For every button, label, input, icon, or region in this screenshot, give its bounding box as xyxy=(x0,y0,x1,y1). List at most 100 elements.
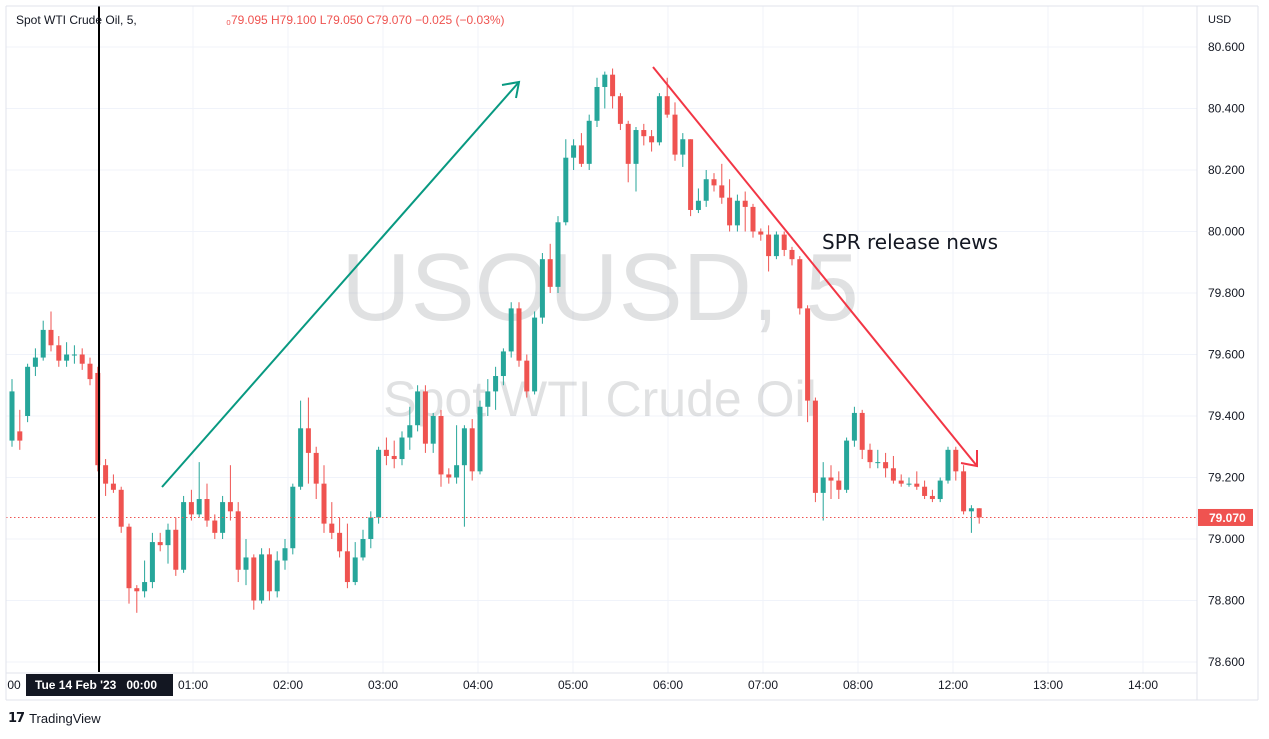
candle-body xyxy=(500,351,506,377)
candle xyxy=(578,133,584,167)
candle-body xyxy=(781,234,787,250)
candle-body xyxy=(937,480,943,500)
tradingview-attribution[interactable]: 17 TradingView xyxy=(8,711,101,726)
candle-body xyxy=(64,354,70,361)
crosshair-time-badge xyxy=(26,674,173,696)
candle-body xyxy=(305,428,311,453)
candle xyxy=(407,406,413,450)
candle-body xyxy=(477,406,483,472)
candle-body xyxy=(633,130,639,164)
candle-body xyxy=(9,391,15,441)
candle xyxy=(430,412,436,453)
candle-body xyxy=(290,486,296,549)
candle-body xyxy=(17,431,23,441)
candle-body xyxy=(56,345,62,361)
candle xyxy=(773,231,779,260)
candle xyxy=(313,446,319,500)
time-tick-label: 05:00 xyxy=(558,678,588,692)
candle xyxy=(56,336,62,367)
candle-body xyxy=(945,449,951,481)
candle xyxy=(469,419,475,481)
candle xyxy=(734,194,740,232)
candle xyxy=(204,483,210,527)
candle xyxy=(25,363,31,423)
candle xyxy=(937,477,943,503)
candle-body xyxy=(773,234,779,257)
candle-body xyxy=(719,185,725,198)
candle xyxy=(165,523,171,564)
candle xyxy=(181,495,187,573)
candle xyxy=(641,123,647,146)
candle-body xyxy=(859,412,865,450)
candle-body xyxy=(430,416,436,444)
candle-body xyxy=(890,468,896,481)
candle-body xyxy=(383,449,389,456)
candle xyxy=(454,425,460,484)
annotation-spr-release-news: SPR release news xyxy=(822,230,998,254)
last-price-badge xyxy=(1198,508,1253,526)
candle-body xyxy=(469,428,475,472)
candle-body xyxy=(142,582,148,592)
candle-body xyxy=(578,145,584,164)
time-tick-label: 13:00 xyxy=(1033,678,1063,692)
candle-body xyxy=(454,465,460,478)
candle xyxy=(867,443,873,469)
price-tick-label: 79.400 xyxy=(1208,409,1245,423)
price-axis-ticks: 80.600 80.400 80.200 80.000 79.800 79.600 79.4… xyxy=(1208,40,1245,669)
candle xyxy=(360,529,366,561)
candle-body xyxy=(399,437,405,460)
candle-body xyxy=(586,120,592,164)
candle xyxy=(797,256,803,315)
candle-body xyxy=(672,114,678,155)
candle xyxy=(649,130,655,152)
price-axis[interactable]: USD 80.600 80.400 80.200 80.000 79.800 79.600… xyxy=(1196,6,1260,700)
time-tick-label: 04:00 xyxy=(463,678,493,692)
candle xyxy=(976,508,982,524)
candle-body xyxy=(766,234,772,257)
candle xyxy=(820,462,826,521)
candle-body xyxy=(376,449,382,518)
candle-body xyxy=(867,449,873,463)
candle xyxy=(344,523,350,589)
time-axis[interactable]: 00 01:00 02:00 03:00 04:00 05:00 06:00 07:00 08:… xyxy=(6,672,1258,701)
candle xyxy=(929,489,935,503)
candle-body xyxy=(407,425,413,438)
price-tick-label: 78.800 xyxy=(1208,594,1245,608)
candle-body xyxy=(485,391,491,407)
time-tick-label: 06:00 xyxy=(653,678,683,692)
candle xyxy=(859,409,865,460)
candle-body xyxy=(446,474,452,478)
candle xyxy=(828,465,834,500)
symbol-watermark: USOUSD, 5 Spot WTI Crude Oil xyxy=(341,234,858,427)
candle xyxy=(461,425,467,527)
candle-body xyxy=(259,554,265,601)
candle xyxy=(126,523,132,604)
candle-body xyxy=(298,428,304,487)
candle-body xyxy=(274,560,280,592)
candle xyxy=(555,216,561,293)
symbol-legend[interactable]: Spot WTI Crude Oil, 5, xyxy=(16,13,137,27)
candle xyxy=(500,348,506,386)
candle xyxy=(610,68,616,109)
candle-body xyxy=(695,200,701,210)
candle-body xyxy=(524,360,530,392)
candle xyxy=(352,542,358,586)
candle-body xyxy=(110,483,116,490)
candle-body xyxy=(95,372,101,466)
up-trend-arrow xyxy=(161,80,521,488)
candle-body xyxy=(368,517,374,539)
candle xyxy=(922,480,928,500)
candle xyxy=(945,446,951,484)
candle-body xyxy=(555,222,561,287)
candle xyxy=(563,139,569,226)
candle-body xyxy=(976,508,982,518)
candle-body xyxy=(165,529,171,546)
candle xyxy=(337,517,343,558)
candle-body xyxy=(508,308,514,352)
candle xyxy=(298,400,304,490)
candle-body xyxy=(329,523,335,533)
candle xyxy=(547,243,553,293)
candle-body xyxy=(48,329,54,346)
candle xyxy=(711,173,717,192)
